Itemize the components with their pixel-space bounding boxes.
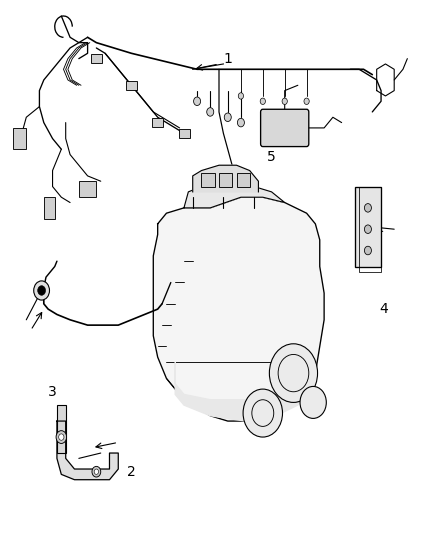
Bar <box>44 197 55 219</box>
Bar <box>79 181 96 197</box>
Bar <box>57 405 66 453</box>
Bar <box>152 118 163 127</box>
Circle shape <box>92 466 101 477</box>
Circle shape <box>237 118 244 127</box>
Circle shape <box>243 389 283 437</box>
Circle shape <box>224 113 231 122</box>
Circle shape <box>38 286 46 295</box>
FancyBboxPatch shape <box>261 109 309 147</box>
Text: 3: 3 <box>48 385 57 399</box>
Bar <box>219 173 232 187</box>
Circle shape <box>364 225 371 233</box>
Circle shape <box>364 204 371 212</box>
Bar <box>126 81 137 90</box>
Circle shape <box>282 98 287 104</box>
Circle shape <box>260 98 265 104</box>
Circle shape <box>364 246 371 255</box>
Circle shape <box>194 97 201 106</box>
Text: 4: 4 <box>379 302 388 316</box>
Text: 1: 1 <box>223 52 232 66</box>
Polygon shape <box>153 197 324 421</box>
Bar <box>179 129 190 138</box>
Circle shape <box>269 344 318 402</box>
Bar <box>13 128 26 149</box>
Circle shape <box>59 434 64 440</box>
Circle shape <box>300 386 326 418</box>
Circle shape <box>56 431 67 443</box>
Text: 5: 5 <box>267 150 276 164</box>
Circle shape <box>238 93 244 99</box>
Polygon shape <box>184 187 285 208</box>
Polygon shape <box>193 165 258 192</box>
Circle shape <box>34 281 49 300</box>
Circle shape <box>94 469 99 474</box>
Polygon shape <box>57 421 118 480</box>
Polygon shape <box>175 362 307 421</box>
Circle shape <box>207 108 214 116</box>
Text: 2: 2 <box>127 465 136 479</box>
Bar <box>355 187 381 266</box>
Circle shape <box>304 98 309 104</box>
Bar <box>359 187 381 272</box>
Bar <box>91 54 102 63</box>
Bar <box>237 173 250 187</box>
Bar <box>201 173 215 187</box>
